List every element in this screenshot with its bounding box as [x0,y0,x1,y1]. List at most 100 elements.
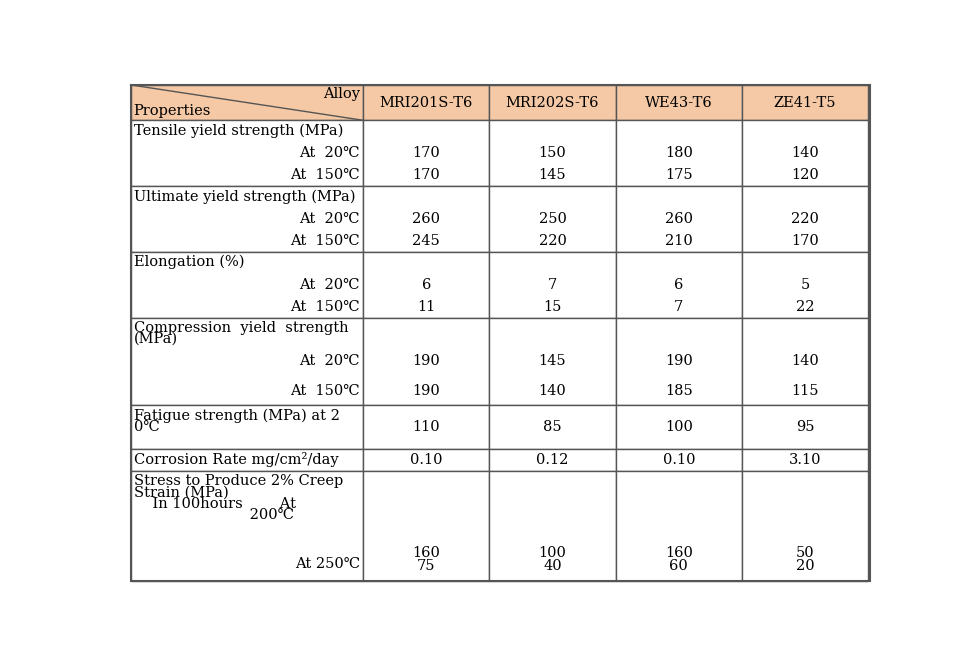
Text: 75: 75 [417,559,435,573]
Text: 170: 170 [792,234,819,248]
Text: Corrosion Rate mg/cm²/day: Corrosion Rate mg/cm²/day [134,452,339,467]
Text: At  150℃: At 150℃ [291,300,360,314]
Text: 140: 140 [792,354,819,369]
Text: 40: 40 [544,559,562,573]
Text: 20: 20 [795,559,814,573]
Text: 85: 85 [544,420,562,434]
Text: 60: 60 [670,559,688,573]
Text: 0.10: 0.10 [410,453,442,467]
Text: 6: 6 [422,277,431,292]
Text: 120: 120 [792,168,819,182]
Text: 22: 22 [795,300,814,314]
Bar [363,449,489,471]
Text: Compression  yield  strength: Compression yield strength [134,321,348,335]
Text: 245: 245 [413,234,440,248]
Text: Elongation (%): Elongation (%) [134,255,244,270]
Text: 180: 180 [665,146,693,160]
Bar [131,186,363,252]
Bar [131,252,363,318]
Text: At  20℃: At 20℃ [300,212,360,226]
Text: MRI202S-T6: MRI202S-T6 [506,96,599,110]
Bar [131,85,363,120]
Bar [363,120,489,186]
Text: MRI201S-T6: MRI201S-T6 [380,96,473,110]
Text: 95: 95 [795,420,814,434]
Bar [489,471,616,581]
Bar [131,405,363,449]
Bar [616,252,742,318]
Text: At 250℃: At 250℃ [295,557,360,571]
Bar [363,405,489,449]
Text: At  150℃: At 150℃ [291,168,360,182]
Text: (MPa): (MPa) [134,332,178,346]
Text: 140: 140 [539,384,566,398]
Bar [131,449,363,471]
Text: 0.12: 0.12 [537,453,569,467]
Text: 115: 115 [792,384,819,398]
Bar [616,405,742,449]
Text: Strain (MPa): Strain (MPa) [134,485,228,499]
Text: 260: 260 [665,212,693,226]
Text: At  20℃: At 20℃ [300,354,360,369]
Text: WE43-T6: WE43-T6 [645,96,712,110]
Bar [616,471,742,581]
Bar [363,85,489,120]
Text: 100: 100 [665,420,693,434]
Text: 5: 5 [800,277,810,292]
Bar [616,318,742,405]
Bar [742,471,869,581]
Text: 145: 145 [539,354,566,369]
Bar [131,318,363,405]
Text: 50: 50 [795,546,814,560]
Bar [742,318,869,405]
Bar [742,85,869,120]
Text: 260: 260 [412,212,440,226]
Text: 145: 145 [539,168,566,182]
Text: 250: 250 [539,212,566,226]
Text: 160: 160 [412,546,440,560]
Text: At  150℃: At 150℃ [291,234,360,248]
Text: 6: 6 [674,277,683,292]
Text: 3.10: 3.10 [789,453,822,467]
Bar [616,449,742,471]
Text: Stress to Produce 2% Creep: Stress to Produce 2% Creep [134,474,343,488]
Text: At  150℃: At 150℃ [291,384,360,398]
Text: 210: 210 [665,234,693,248]
Text: 0.10: 0.10 [663,453,695,467]
Text: 175: 175 [665,168,693,182]
Text: 190: 190 [413,354,440,369]
Text: 7: 7 [548,277,557,292]
Bar [489,318,616,405]
Bar [363,318,489,405]
Bar [742,186,869,252]
Text: Alloy: Alloy [323,87,360,101]
Text: Properties: Properties [134,104,211,118]
Bar [616,120,742,186]
Text: 150: 150 [539,146,566,160]
Bar [742,252,869,318]
Bar [363,252,489,318]
Bar [363,186,489,252]
Text: At  20℃: At 20℃ [300,277,360,292]
Text: 185: 185 [665,384,693,398]
Text: Fatigue strength (MPa) at 2: Fatigue strength (MPa) at 2 [134,409,340,423]
Text: In 100hours        At: In 100hours At [134,497,296,510]
Text: 15: 15 [544,300,562,314]
Text: Ultimate yield strength (MPa): Ultimate yield strength (MPa) [134,189,355,203]
Bar [616,85,742,120]
Text: 190: 190 [665,354,693,369]
Text: 170: 170 [413,146,440,160]
Text: 160: 160 [665,546,693,560]
Text: 220: 220 [539,234,566,248]
Text: 190: 190 [413,384,440,398]
Bar [742,120,869,186]
Text: 110: 110 [413,420,440,434]
Text: 11: 11 [417,300,435,314]
Bar [489,449,616,471]
Bar [489,252,616,318]
Bar [489,186,616,252]
Text: At  20℃: At 20℃ [300,146,360,160]
Text: 140: 140 [792,146,819,160]
Text: 100: 100 [539,546,566,560]
Bar [363,471,489,581]
